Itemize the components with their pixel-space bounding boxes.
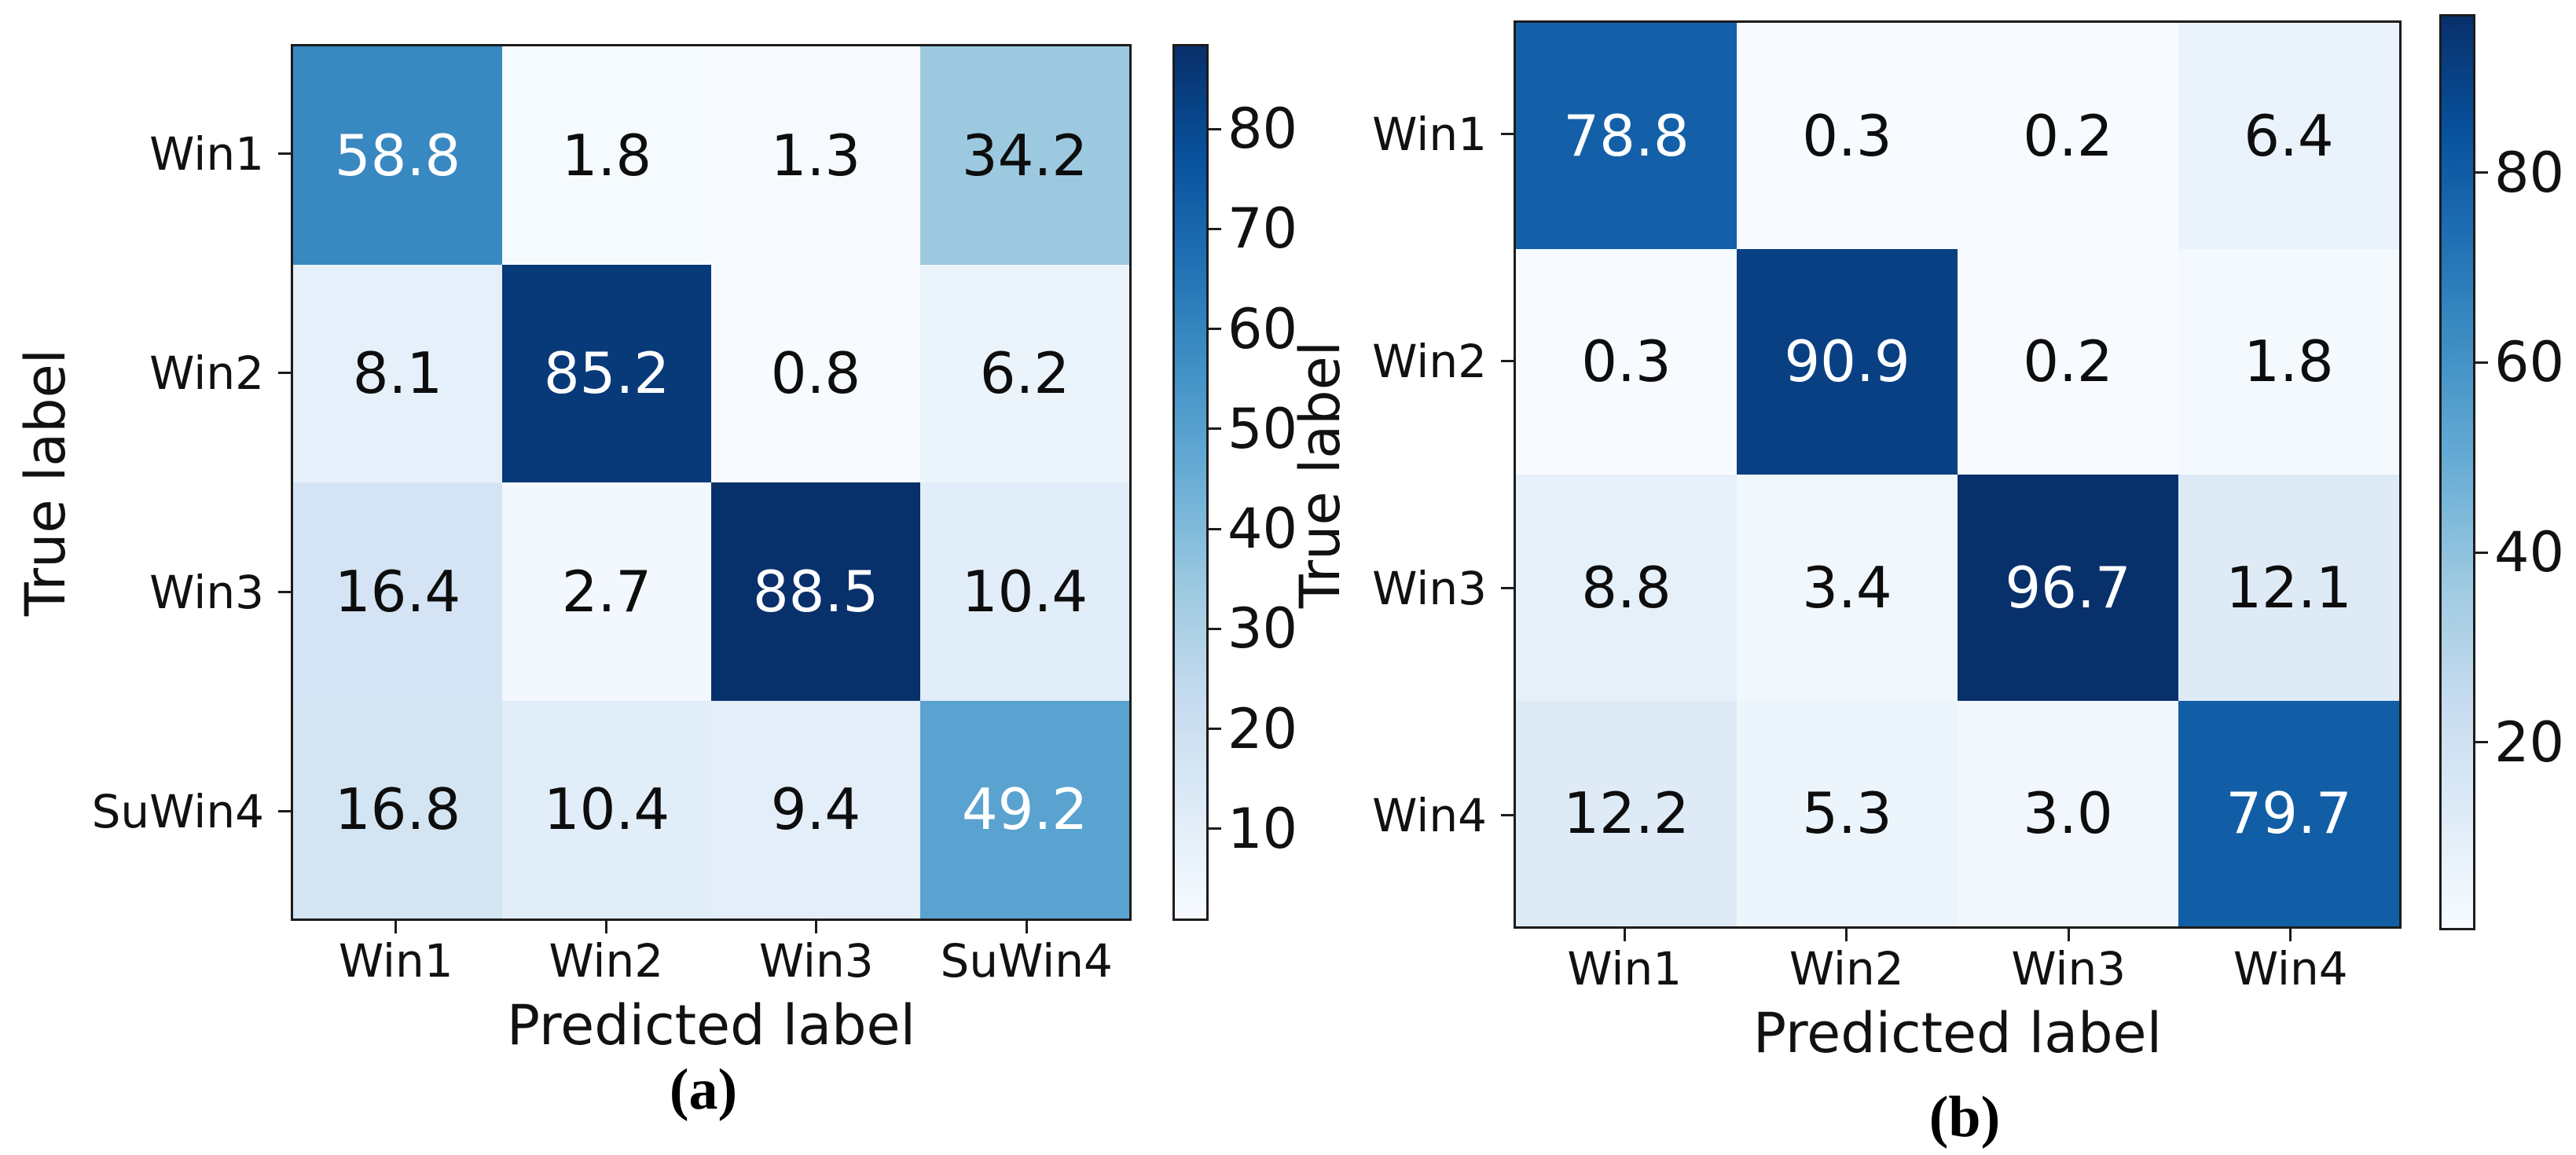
colorbar-tick-mark [1209,527,1221,530]
heatmap-cell-a-r1c3: 1.3 [711,46,920,265]
colorbar-tick-label-b-20: 20 [2494,710,2565,775]
y-tick-label-b-win4: Win4 [1372,788,1487,842]
heatmap-cell-b-r1c2: 0.3 [1737,23,1958,249]
x-tick-label-a-win3: Win3 [758,934,874,988]
x-tick-mark [1025,921,1028,933]
y-tick-mark [1501,814,1514,816]
colorbar-tick-label-a-20: 20 [1227,696,1298,761]
y-tick-mark [1501,587,1514,589]
y-tick-label-b-win2: Win2 [1372,334,1487,388]
heatmap-cell-a-r4c3: 9.4 [711,700,920,918]
heatmap-cell-b-r2c2: 90.9 [1737,248,1958,475]
y-tick-label-b-win1: Win1 [1372,107,1487,161]
y-tick-label-a-suwin4: SuWin4 [91,784,264,838]
x-tick-label-a-suwin4: SuWin4 [940,934,1113,988]
heatmap-cell-b-r1c1: 78.8 [1516,23,1737,249]
heatmap-cell-b-r4c1: 12.2 [1516,700,1737,926]
heatmap-cell-a-r4c1: 16.8 [293,700,502,918]
y-tick-label-a-win3: Win3 [149,565,264,619]
x-tick-label-b-win3: Win3 [2011,942,2126,996]
panel-caption-b: (b) [1928,1085,2001,1150]
heatmap-cell-a-r3c1: 16.4 [293,482,502,701]
heatmap-cell-b-r2c3: 0.2 [1958,248,2178,475]
colorbar-tick-mark [1209,328,1221,331]
x-axis-title-a: Predicted label [506,993,916,1058]
x-tick-mark [1623,929,1626,941]
heatmap-cell-a-r3c4: 10.4 [920,482,1129,701]
colorbar-tick-mark [2475,551,2488,554]
y-tick-mark [278,591,291,593]
heatmap-cell-b-r2c1: 0.3 [1516,248,1737,475]
colorbar-tick-mark [1209,728,1221,731]
colorbar-tick-label-a-50: 50 [1227,396,1298,461]
heatmap-cell-a-r1c2: 1.8 [502,46,711,265]
x-tick-mark [394,921,398,933]
colorbar-tick-label-a-30: 30 [1227,596,1298,662]
x-tick-mark [1845,929,1848,941]
heatmap-cell-a-r3c2: 2.7 [502,482,711,701]
x-tick-label-a-win1: Win1 [338,934,453,988]
x-tick-label-b-win4: Win4 [2233,942,2348,996]
heatmap-cell-a-r1c4: 34.2 [920,46,1129,265]
x-tick-label-b-win2: Win2 [1789,942,1904,996]
y-tick-label-b-win3: Win3 [1372,561,1487,615]
x-axis-title-b: Predicted label [1752,1001,2163,1065]
colorbar-tick-mark [2475,741,2488,744]
colorbar-gradient-a [1172,44,1209,921]
colorbar-tick-mark [1209,127,1221,130]
colorbar-tick-label-b-80: 80 [2494,140,2565,205]
heatmap-a: 58.8 1.8 1.3 34.2 8.1 85.2 0.8 6.2 16.4 2.7 88.5 10… [291,44,1132,921]
x-tick-mark [2289,929,2292,941]
colorbar-tick-label-a-70: 70 [1227,196,1298,262]
heatmap-cell-b-r1c4: 6.4 [2178,23,2399,249]
x-tick-mark [815,921,818,933]
heatmap-cell-b-r3c1: 8.8 [1516,475,1737,701]
colorbar-tick-mark [1209,427,1221,431]
colorbar-tick-mark [2475,171,2488,174]
colorbar-tick-label-b-60: 60 [2494,330,2565,395]
colorbar-tick-label-a-80: 80 [1227,97,1298,162]
colorbar-tick-mark [1209,627,1221,630]
heatmap-cell-a-r4c2: 10.4 [502,700,711,918]
panel-caption-a: (a) [669,1058,738,1122]
y-tick-mark [278,152,291,155]
colorbar-tick-label-a-40: 40 [1227,497,1298,562]
colorbar-tick-mark [1209,827,1221,830]
x-tick-label-b-win1: Win1 [1567,942,1682,996]
x-tick-mark [604,921,607,933]
y-tick-mark [278,372,291,374]
heatmap-cell-a-r2c3: 0.8 [711,264,920,482]
heatmap-cell-b-r4c4: 79.7 [2178,700,2399,926]
heatmap-cell-b-r4c2: 5.3 [1737,700,1958,926]
heatmap-cell-a-r1c1: 58.8 [293,46,502,265]
colorbar-tick-label-a-60: 60 [1227,296,1298,361]
heatmap-cell-b-r3c3: 96.7 [1958,475,2178,701]
colorbar-tick-label-b-40: 40 [2494,520,2565,585]
heatmap-cell-b-r3c4: 12.1 [2178,475,2399,701]
heatmap-cell-b-r3c2: 3.4 [1737,475,1958,701]
x-tick-label-a-win2: Win2 [549,934,664,988]
heatmap-b: 78.8 0.3 0.2 6.4 0.3 90.9 0.2 1.8 8.8 3.4 96.7 12.1… [1514,20,2402,929]
y-tick-label-a-win1: Win1 [149,126,264,181]
y-tick-mark [1501,133,1514,135]
colorbar-tick-label-a-10: 10 [1227,796,1298,861]
colorbar-gradient-b [2439,14,2475,930]
heatmap-cell-a-r2c1: 8.1 [293,264,502,482]
heatmap-cell-b-r2c4: 1.8 [2178,248,2399,475]
heatmap-cell-b-r1c3: 0.2 [1958,23,2178,249]
x-tick-mark [2067,929,2070,941]
colorbar-tick-mark [2475,361,2488,364]
heatmap-cell-a-r2c2: 85.2 [502,264,711,482]
colorbar-tick-mark [1209,227,1221,230]
heatmap-cell-a-r2c4: 6.2 [920,264,1129,482]
heatmap-cell-a-r3c3: 88.5 [711,482,920,701]
y-tick-mark [278,810,291,812]
y-tick-mark [1501,360,1514,362]
y-tick-label-a-win2: Win2 [149,346,264,400]
heatmap-cell-a-r4c4: 49.2 [920,700,1129,918]
heatmap-cell-b-r4c3: 3.0 [1958,700,2178,926]
